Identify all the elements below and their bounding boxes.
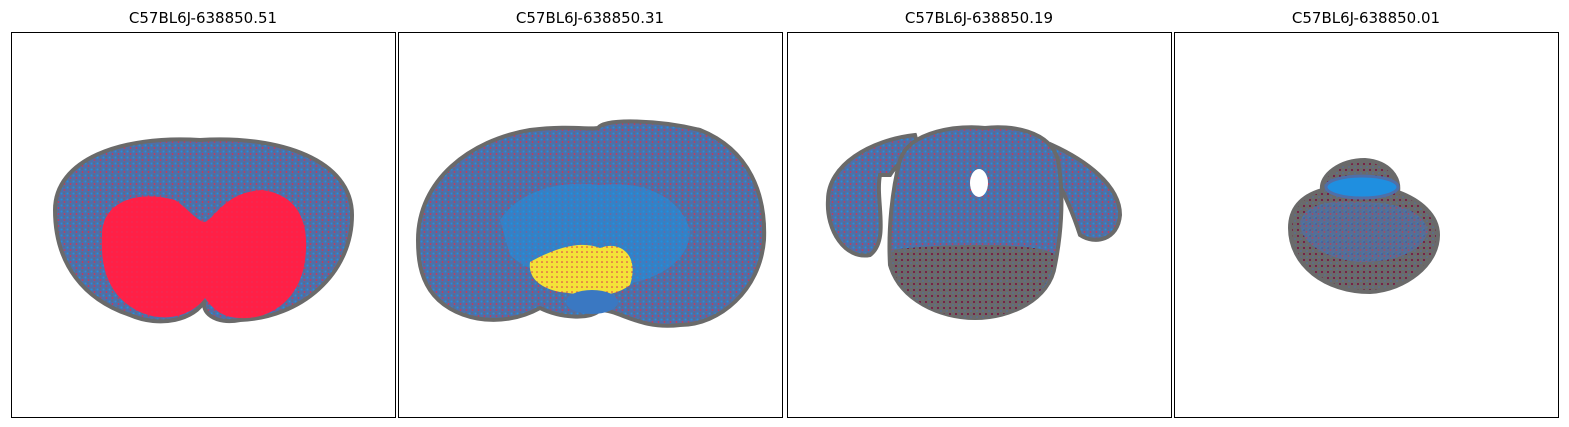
- panel-title: C57BL6J-638850.31: [516, 9, 664, 27]
- tissue-section: [415, 119, 767, 328]
- tissue-section: [1287, 157, 1441, 295]
- panel-frame: [1174, 32, 1559, 418]
- panel-title: C57BL6J-638850.51: [129, 9, 277, 27]
- tissue-section: [52, 137, 355, 324]
- panel-title: C57BL6J-638850.01: [1292, 9, 1440, 27]
- panel-frame: [11, 32, 396, 418]
- tissue-section: [825, 125, 1123, 321]
- panel-frame: [787, 32, 1172, 418]
- panel-frame: [398, 32, 783, 418]
- panel-title: C57BL6J-638850.19: [905, 9, 1053, 27]
